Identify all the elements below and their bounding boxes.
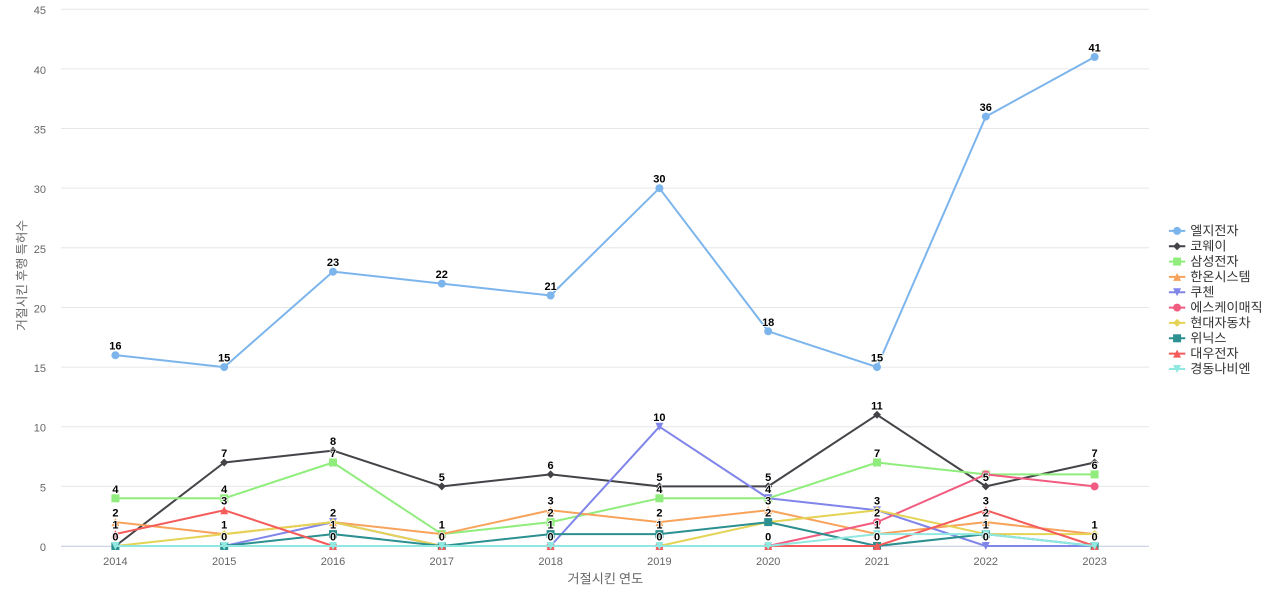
svg-text:2: 2 [330, 508, 336, 520]
svg-text:23: 23 [327, 257, 339, 269]
svg-text:45: 45 [34, 5, 46, 17]
svg-text:6: 6 [548, 460, 554, 472]
svg-text:2: 2 [548, 508, 554, 520]
svg-text:2: 2 [656, 508, 662, 520]
svg-text:5: 5 [983, 472, 989, 484]
svg-text:1: 1 [983, 520, 989, 532]
svg-text:10: 10 [34, 423, 46, 435]
svg-text:8: 8 [330, 436, 336, 448]
svg-text:2: 2 [112, 508, 118, 520]
svg-text:7: 7 [221, 448, 227, 460]
svg-text:4: 4 [221, 484, 228, 496]
svg-text:0: 0 [439, 532, 445, 544]
svg-text:7: 7 [1092, 448, 1098, 460]
svg-text:3: 3 [874, 496, 880, 508]
svg-text:22: 22 [436, 269, 448, 281]
svg-text:0: 0 [548, 532, 554, 544]
svg-text:0: 0 [656, 532, 662, 544]
svg-text:5: 5 [40, 482, 46, 494]
svg-text:2023: 2023 [1082, 556, 1106, 568]
svg-text:15: 15 [871, 353, 883, 365]
svg-text:1: 1 [330, 520, 336, 532]
svg-text:0: 0 [221, 532, 227, 544]
svg-text:1: 1 [1092, 520, 1098, 532]
svg-text:25: 25 [34, 244, 46, 256]
svg-text:3: 3 [765, 496, 771, 508]
svg-text:2015: 2015 [212, 556, 236, 568]
svg-text:40: 40 [34, 65, 46, 77]
svg-text:18: 18 [762, 317, 774, 329]
svg-text:0: 0 [330, 532, 336, 544]
svg-text:7: 7 [330, 448, 336, 460]
svg-text:4: 4 [765, 484, 772, 496]
svg-text:36: 36 [980, 102, 992, 114]
svg-text:0: 0 [874, 532, 880, 544]
svg-text:0: 0 [112, 532, 118, 544]
svg-text:1: 1 [221, 520, 227, 532]
svg-text:5: 5 [439, 472, 445, 484]
svg-text:15: 15 [218, 353, 230, 365]
svg-text:3: 3 [548, 496, 554, 508]
svg-text:0: 0 [1092, 532, 1098, 544]
svg-text:6: 6 [1092, 460, 1098, 472]
svg-text:1: 1 [874, 520, 880, 532]
svg-text:30: 30 [34, 184, 46, 196]
svg-text:4: 4 [656, 484, 663, 496]
svg-text:1: 1 [548, 520, 554, 532]
svg-text:2014: 2014 [103, 556, 127, 568]
svg-text:41: 41 [1088, 43, 1100, 55]
svg-text:30: 30 [653, 174, 665, 186]
svg-text:1: 1 [656, 520, 662, 532]
svg-text:2019: 2019 [647, 556, 671, 568]
svg-text:11: 11 [871, 400, 883, 412]
svg-text:2: 2 [765, 508, 771, 520]
svg-text:2: 2 [983, 508, 989, 520]
svg-text:5: 5 [656, 472, 662, 484]
svg-text:1: 1 [439, 520, 445, 532]
svg-text:0: 0 [983, 532, 989, 544]
svg-text:1: 1 [112, 520, 118, 532]
svg-text:2022: 2022 [974, 556, 998, 568]
svg-text:2017: 2017 [430, 556, 454, 568]
svg-text:2016: 2016 [321, 556, 345, 568]
svg-text:2020: 2020 [756, 556, 780, 568]
svg-text:4: 4 [112, 484, 119, 496]
svg-text:7: 7 [874, 448, 880, 460]
svg-text:3: 3 [983, 496, 989, 508]
svg-text:10: 10 [653, 412, 665, 424]
svg-text:20: 20 [34, 303, 46, 315]
svg-text:2018: 2018 [538, 556, 562, 568]
svg-text:0: 0 [765, 532, 771, 544]
svg-text:16: 16 [109, 341, 121, 353]
svg-text:3: 3 [221, 496, 227, 508]
svg-text:2: 2 [874, 508, 880, 520]
svg-text:21: 21 [544, 281, 556, 293]
svg-text:15: 15 [34, 363, 46, 375]
svg-text:2021: 2021 [865, 556, 889, 568]
svg-text:0: 0 [40, 542, 46, 554]
svg-text:5: 5 [765, 472, 771, 484]
svg-text:35: 35 [34, 125, 46, 137]
